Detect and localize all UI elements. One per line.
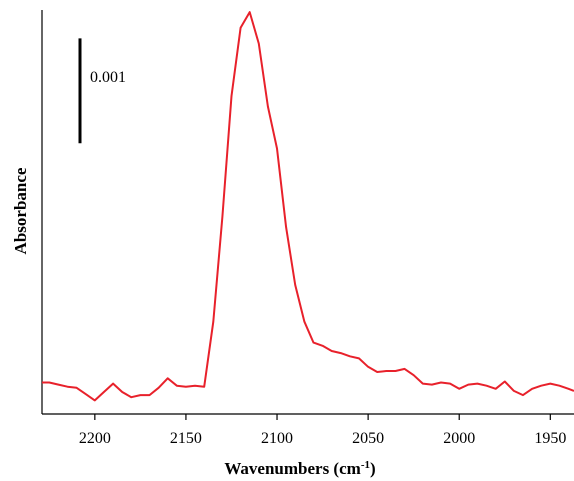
x-tick-label: 1950 (534, 430, 566, 447)
x-tick-label: 2050 (352, 430, 384, 447)
x-tick-label: 2150 (170, 430, 202, 447)
x-tick-label: 2200 (79, 430, 111, 447)
spectrum-line (42, 11, 574, 402)
x-axis-title-superscript: -1 (361, 459, 370, 471)
scale-bar-label: 0.001 (90, 69, 126, 86)
x-tick-label: 2000 (443, 430, 475, 447)
scale-bar: 0.001 (78, 38, 126, 144)
x-ticks: 2200 2150 2100 2050 2000 1950 (79, 414, 566, 447)
y-axis-title: Absorbance (11, 167, 30, 254)
x-tick-label: 2100 (261, 430, 293, 447)
axes (41, 10, 574, 415)
x-axis-title: Wavenumbers (cm-1) (224, 459, 375, 478)
series-layer (42, 11, 574, 402)
x-axis-title-main: Wavenumbers (cm (224, 459, 360, 478)
x-axis-title-suffix: ) (370, 459, 376, 478)
